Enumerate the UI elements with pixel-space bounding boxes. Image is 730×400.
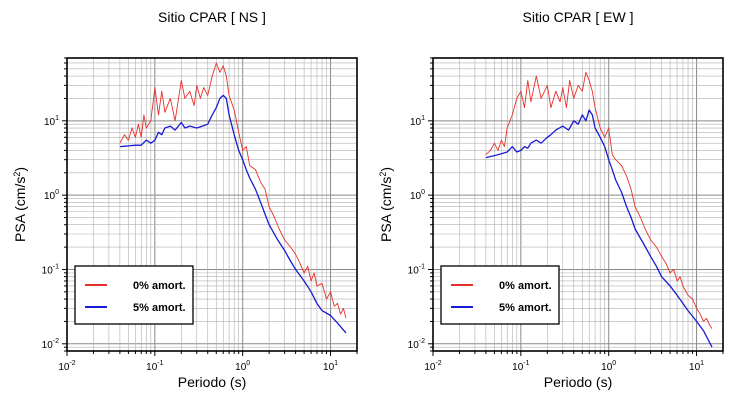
x-tick-label: 10-1 (146, 360, 163, 373)
y-tick-label: 10-2 (42, 338, 59, 351)
chart-title: Sitio CPAR [ EW ] (523, 9, 634, 25)
series-line-2 (119, 94, 347, 334)
legend-label-2: 5% amort. (499, 302, 552, 314)
series-line-2 (485, 109, 713, 348)
x-axis-label: Periodo (s) (178, 374, 246, 390)
y-tick-label: 10-1 (408, 263, 425, 276)
series-line-1 (485, 71, 713, 329)
legend-box (440, 265, 560, 325)
y-tick-label: 101 (44, 115, 59, 128)
y-tick-label: 100 (44, 189, 59, 202)
y-tick-label: 10-1 (42, 263, 59, 276)
y-axis-label: PSA (cm/s2) (378, 167, 394, 242)
legend: 0% amort. 5% amort. (440, 265, 560, 325)
x-tick-label: 100 (601, 360, 616, 373)
x-axis-label: Periodo (s) (544, 374, 612, 390)
plot-frame (432, 57, 724, 352)
chart-title: Sitio CPAR [ NS ] (158, 9, 266, 25)
x-tick-label: 100 (235, 360, 250, 373)
legend: 0% amort. 5% amort. (74, 265, 194, 325)
legend-label-2: 5% amort. (133, 302, 186, 314)
x-tick-label: 10-2 (424, 360, 441, 373)
x-tick-label: 101 (323, 360, 338, 373)
y-tick-label: 100 (410, 189, 425, 202)
legend-label-1: 0% amort. (133, 280, 186, 292)
y-tick-label: 10-2 (408, 338, 425, 351)
legend-box (74, 265, 194, 325)
x-tick-label: 10-2 (58, 360, 75, 373)
plot-frame (66, 57, 358, 352)
x-tick-label: 101 (689, 360, 704, 373)
series-line-1 (119, 62, 347, 319)
legend-label-1: 0% amort. (499, 280, 552, 292)
y-tick-label: 101 (410, 115, 425, 128)
x-tick-label: 10-1 (512, 360, 529, 373)
chart-panel-1: Sitio CPAR [ NS ] 10-2 10-1 100 101 10-2 10-1 1… (12, 9, 358, 390)
y-axis-label: PSA (cm/s2) (12, 167, 28, 242)
chart-panel-2: Sitio CPAR [ EW ] 10-2 10-1 100 101 10-2 10-1 1… (378, 9, 724, 390)
